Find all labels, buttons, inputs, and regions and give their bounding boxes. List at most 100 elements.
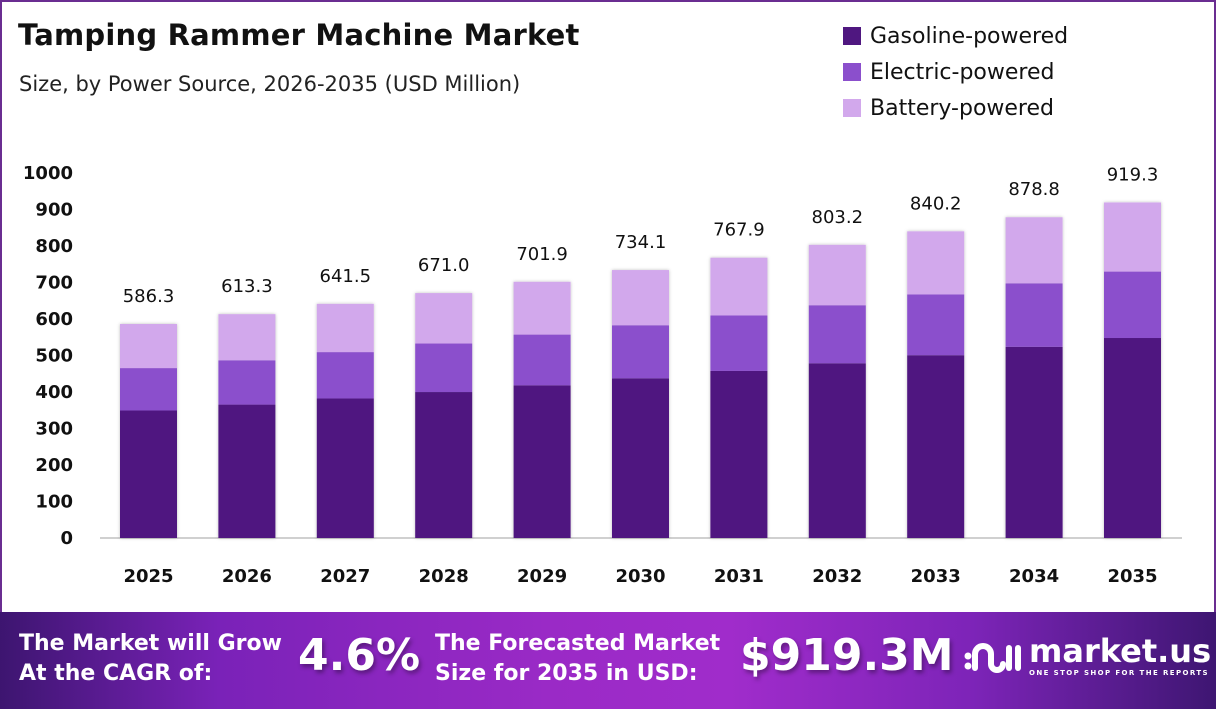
- bar-segment-battery-powered-2026: [218, 314, 276, 361]
- x-tick-label: 2035: [1107, 566, 1157, 587]
- y-tick-label: 400: [35, 382, 73, 403]
- legend-item-gasoline: Gasoline-powered: [843, 18, 1068, 54]
- cagr-caption: The Market will Grow At the CAGR of:: [19, 629, 282, 689]
- bar-segment-electric-powered-2035: [1104, 271, 1161, 339]
- bar-segment-electric-powered-2026: [218, 360, 276, 405]
- bar-segment-gasoline-powered-2026: [218, 404, 276, 538]
- forecast-caption-line1: The Forecasted Market: [435, 631, 721, 656]
- x-tick-label: 2032: [812, 566, 862, 587]
- y-tick-label: 0: [60, 528, 73, 549]
- bar-stack-2030: [612, 270, 669, 538]
- bar-segment-battery-powered-2028: [415, 293, 473, 344]
- bar-segment-gasoline-powered-2032: [808, 363, 866, 538]
- x-tick-label: 2034: [1009, 566, 1059, 587]
- data-labels: 586.3 613.3 641.5 671.0 701.9 734.1 767.9 803.2…: [123, 164, 1159, 307]
- bar-segment-gasoline-powered-2030: [612, 378, 669, 538]
- data-label-total: 803.2: [812, 207, 864, 228]
- bar-segment-gasoline-powered-2031: [710, 370, 768, 538]
- logo-tagline: ONE STOP SHOP FOR THE REPORTS: [1029, 669, 1209, 677]
- x-tick-label: 2028: [419, 566, 469, 587]
- legend-swatch-gasoline: [843, 27, 861, 45]
- y-tick-label: 100: [35, 492, 73, 513]
- legend-item-battery: Battery-powered: [843, 90, 1068, 126]
- bar-stack-2028: [415, 293, 473, 538]
- bar-segment-electric-powered-2034: [1005, 283, 1063, 347]
- forecast-caption-line2: Size for 2035 in USD:: [435, 661, 698, 686]
- bar-stack-2034: [1005, 217, 1063, 538]
- y-tick-label: 300: [35, 419, 73, 440]
- data-label-total: 641.5: [320, 266, 372, 287]
- logo-name: market.us: [1029, 632, 1212, 670]
- bar-segment-battery-powered-2029: [513, 281, 571, 335]
- x-tick-label: 2030: [615, 566, 665, 587]
- data-label-total: 701.9: [516, 244, 568, 265]
- bar-segment-electric-powered-2033: [907, 294, 965, 356]
- bar-stack-2035: [1104, 202, 1161, 538]
- data-label-total: 840.2: [910, 193, 962, 214]
- x-axis: 2025 2026 2027 2028 2029 2030 2031 2032 2033 2034…: [123, 566, 1157, 587]
- bar-segment-electric-powered-2025: [120, 368, 177, 411]
- x-tick-label: 2027: [320, 566, 370, 587]
- bar-segment-electric-powered-2030: [612, 325, 669, 379]
- summary-banner: The Market will Grow At the CAGR of: 4.6…: [0, 612, 1216, 709]
- y-tick-label: 700: [35, 273, 73, 294]
- data-label-total: 613.3: [221, 276, 273, 297]
- bar-segment-gasoline-powered-2028: [415, 392, 473, 538]
- bar-segment-battery-powered-2025: [120, 324, 177, 369]
- logo-mark-icon: [964, 643, 1021, 673]
- y-axis: 0 100 200 300 400 500 600 700 800 900 1000: [23, 163, 73, 549]
- y-tick-label: 900: [35, 200, 73, 221]
- bar-segment-battery-powered-2033: [907, 231, 965, 295]
- x-tick-label: 2026: [222, 566, 272, 587]
- x-tick-label: 2033: [911, 566, 961, 587]
- cagr-caption-line1: The Market will Grow: [19, 631, 282, 656]
- y-tick-label: 500: [35, 346, 73, 367]
- bar-segment-battery-powered-2035: [1104, 202, 1161, 272]
- bar-segment-gasoline-powered-2029: [513, 385, 571, 538]
- y-tick-label: 800: [35, 236, 73, 257]
- bar-segment-battery-powered-2031: [710, 257, 768, 316]
- bar-segment-gasoline-powered-2025: [120, 410, 177, 538]
- bar-segment-battery-powered-2032: [808, 244, 866, 306]
- bar-segment-gasoline-powered-2033: [907, 355, 965, 538]
- market-us-logo: market.us ONE STOP SHOP FOR THE REPORTS: [963, 634, 1211, 678]
- bar-stack-2033: [907, 231, 965, 538]
- bar-segment-battery-powered-2034: [1005, 217, 1063, 284]
- bar-segment-gasoline-powered-2034: [1005, 346, 1063, 538]
- bar-stack-2027: [316, 303, 374, 538]
- bar-segment-electric-powered-2031: [710, 315, 768, 371]
- legend-swatch-battery: [843, 99, 861, 117]
- data-label-total: 878.8: [1008, 179, 1060, 200]
- bar-segment-gasoline-powered-2027: [316, 398, 374, 538]
- y-tick-label: 200: [35, 455, 73, 476]
- bar-segment-battery-powered-2027: [316, 303, 374, 353]
- legend-swatch-electric: [843, 63, 861, 81]
- bar-segment-battery-powered-2030: [612, 270, 669, 326]
- x-tick-label: 2029: [517, 566, 567, 587]
- cagr-caption-line2: At the CAGR of:: [19, 661, 213, 686]
- x-tick-label: 2031: [714, 566, 764, 587]
- bar-segment-electric-powered-2028: [415, 343, 473, 393]
- data-label-total: 586.3: [123, 286, 175, 307]
- legend-label: Gasoline-powered: [870, 23, 1069, 49]
- bars: [120, 202, 1161, 538]
- x-tick-label: 2025: [123, 566, 173, 587]
- data-label-total: 767.9: [713, 220, 765, 241]
- y-tick-label: 1000: [23, 163, 73, 184]
- chart-title: Tamping Rammer Machine Market: [18, 18, 580, 52]
- bar-stack-2031: [710, 257, 768, 538]
- bar-stack-2029: [513, 281, 571, 538]
- legend: Gasoline-powered Electric-powered Batter…: [843, 18, 1068, 126]
- legend-label: Battery-powered: [870, 95, 1054, 121]
- bar-stack-2032: [808, 244, 866, 538]
- legend-item-electric: Electric-powered: [843, 54, 1068, 90]
- bar-segment-gasoline-powered-2035: [1104, 338, 1161, 538]
- cagr-value: 4.6%: [298, 630, 421, 681]
- forecast-value: $919.3M: [740, 630, 954, 681]
- bar-stack-2026: [218, 314, 276, 538]
- forecast-caption: The Forecasted Market Size for 2035 in U…: [435, 629, 720, 689]
- data-label-total: 734.1: [615, 232, 667, 253]
- bar-segment-electric-powered-2027: [316, 352, 374, 399]
- bar-stack-2025: [120, 324, 177, 538]
